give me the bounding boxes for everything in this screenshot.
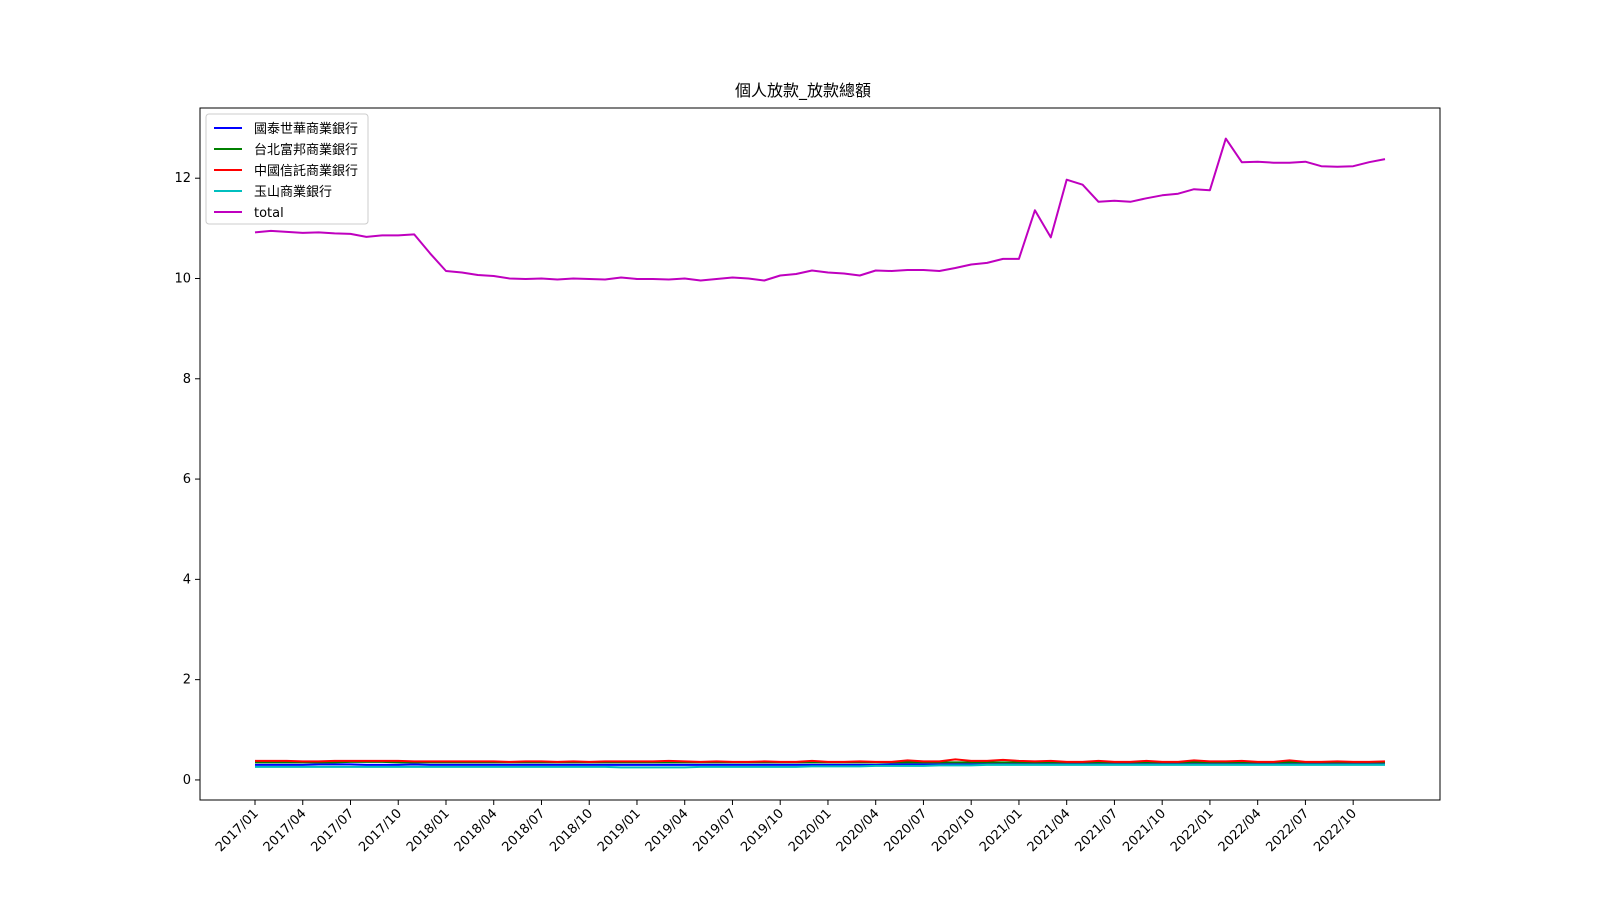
legend-label: 台北富邦商業銀行 <box>254 142 358 158</box>
x-tick-label: 2017/01 <box>213 806 262 855</box>
y-tick-label: 8 <box>183 372 191 387</box>
x-tick-label: 2018/01 <box>404 806 453 855</box>
y-tick-label: 2 <box>183 673 191 688</box>
x-tick-label: 2020/04 <box>834 806 883 855</box>
series-line-4 <box>254 137 1386 282</box>
x-tick-label: 2020/07 <box>881 806 930 855</box>
x-tick-label: 2021/04 <box>1025 806 1074 855</box>
x-tick-label: 2019/10 <box>738 806 787 855</box>
x-tick-label: 2018/04 <box>452 806 501 855</box>
y-axis: 0 2 4 6 8 10 12 <box>174 171 200 788</box>
x-axis: 2017/012017/042017/072017/102018/012018/… <box>213 800 1360 855</box>
y-tick-label: 6 <box>183 472 191 487</box>
x-tick-label: 2017/07 <box>309 806 358 855</box>
x-tick-label: 2020/10 <box>929 806 978 855</box>
x-tick-label: 2018/10 <box>547 806 596 855</box>
legend-box <box>205 113 369 225</box>
x-tick-label: 2017/10 <box>356 806 405 855</box>
x-tick-label: 2019/07 <box>690 806 739 855</box>
x-tick-label: 2022/07 <box>1263 806 1312 855</box>
series-layer <box>254 137 1386 769</box>
y-tick-label: 12 <box>174 171 191 186</box>
x-tick-label: 2017/04 <box>261 806 310 855</box>
plot-area-frame <box>199 107 1441 801</box>
legend-label: 中國信託商業銀行 <box>254 163 358 179</box>
y-tick-label: 10 <box>174 271 191 286</box>
chart-title: 個人放款_放款總額 <box>735 81 871 101</box>
x-tick-label: 2019/04 <box>643 806 692 855</box>
x-tick-label: 2022/04 <box>1216 806 1265 855</box>
x-tick-label: 2021/10 <box>1120 806 1169 855</box>
x-tick-label: 2018/07 <box>500 806 549 855</box>
legend-label: 玉山商業銀行 <box>254 184 332 200</box>
series-line-3 <box>255 763 1385 769</box>
y-tick-label: 0 <box>183 773 191 788</box>
legend-label: total <box>254 206 284 221</box>
x-tick-label: 2022/10 <box>1311 806 1360 855</box>
legend-label: 國泰世華商業銀行 <box>254 121 358 137</box>
x-tick-label: 2021/07 <box>1072 806 1121 855</box>
x-tick-label: 2020/01 <box>786 806 835 855</box>
x-tick-label: 2021/01 <box>977 806 1026 855</box>
x-tick-label: 2019/01 <box>595 806 644 855</box>
x-tick-label: 2022/01 <box>1168 806 1217 855</box>
series-line-2 <box>255 758 1386 763</box>
y-tick-label: 4 <box>183 572 191 587</box>
